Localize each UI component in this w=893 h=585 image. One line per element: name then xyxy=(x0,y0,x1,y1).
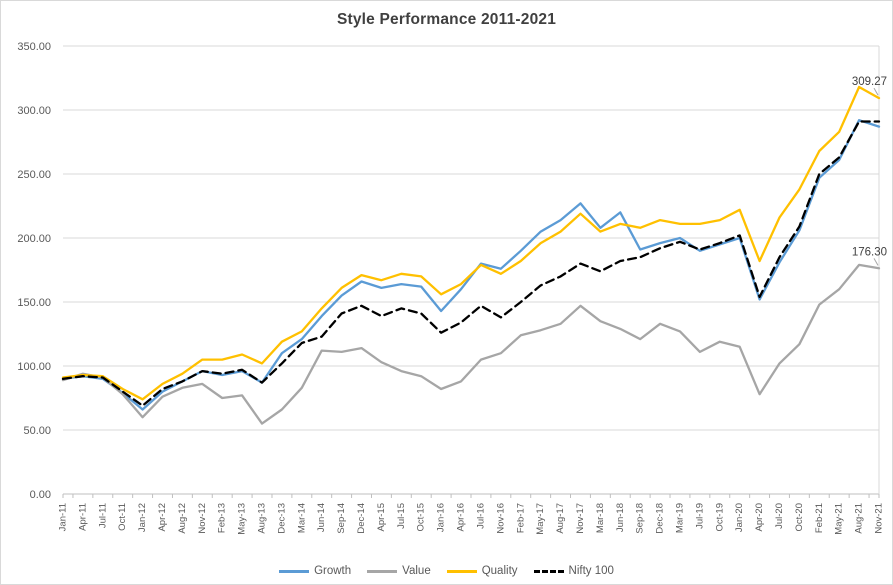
legend-item-nifty-100: Nifty 100 xyxy=(533,565,614,577)
x-axis-tick-label: Nov-12 xyxy=(197,503,208,534)
x-axis-tick-label: Jul-19 xyxy=(694,503,705,529)
legend-swatch-quality xyxy=(446,569,477,573)
x-axis-tick-label: Feb-21 xyxy=(814,503,825,533)
x-axis-tick-label: Jul-16 xyxy=(475,503,486,529)
chart-title: Style Performance 2011-2021 xyxy=(336,11,557,28)
x-axis-tick-label: Sep-18 xyxy=(635,503,646,534)
legend-item-value: Value xyxy=(367,565,431,577)
y-axis-tick-label: 100.00 xyxy=(17,361,51,373)
y-axis-tick-label: 250.00 xyxy=(17,169,51,181)
x-axis-tick-label: Mar-18 xyxy=(595,503,606,533)
x-axis-tick-label: Aug-17 xyxy=(555,503,566,534)
data-label-leader xyxy=(873,87,879,96)
legend-swatch-nifty-100 xyxy=(533,569,564,573)
x-axis-tick-label: Jun-14 xyxy=(316,503,327,532)
x-axis-tick-label: May-13 xyxy=(237,503,248,535)
x-axis-tick-label: Jan-12 xyxy=(137,503,148,532)
x-axis-tick-label: Jan-16 xyxy=(436,503,447,532)
x-axis-tick-label: Feb-17 xyxy=(515,503,526,533)
y-axis-tick-label: 50.00 xyxy=(23,425,51,437)
legend-label: Value xyxy=(402,565,431,577)
series-line-nifty-100 xyxy=(61,120,881,407)
x-axis-tick-label: Jul-20 xyxy=(774,503,785,529)
legend-label: Quality xyxy=(481,565,518,577)
legend-swatch-growth xyxy=(279,569,310,573)
x-axis-tick-label: Nov-16 xyxy=(495,503,506,534)
y-axis-tick-label: 350.00 xyxy=(17,41,51,53)
series-line-quality xyxy=(61,85,881,401)
legend-item-growth: Growth xyxy=(279,565,351,577)
x-axis-tick-label: Oct-11 xyxy=(117,503,128,531)
legend-item-quality: Quality xyxy=(446,565,518,577)
x-axis-tick-label: May-17 xyxy=(535,503,546,535)
x-axis-tick-label: Oct-19 xyxy=(714,503,725,532)
y-axis-tick-label: 300.00 xyxy=(17,105,51,117)
legend-label: Nifty 100 xyxy=(568,565,614,577)
x-axis-tick-label: Apr-20 xyxy=(754,503,765,532)
data-label-value: 176.30 xyxy=(852,246,887,258)
x-axis-tick-label: Dec-13 xyxy=(276,503,287,534)
x-axis-tick-label: Mar-14 xyxy=(296,503,307,533)
x-axis-tick-label: Oct-20 xyxy=(794,503,805,532)
x-axis-tick-label: Jun-18 xyxy=(615,503,626,532)
data-label-leader xyxy=(873,258,879,266)
x-axis-tick-label: Dec-14 xyxy=(356,503,367,534)
y-axis-tick-label: 0.00 xyxy=(30,489,51,501)
x-axis-tick-label: Oct-15 xyxy=(416,503,427,532)
x-axis-tick-label: Jan-20 xyxy=(734,503,745,532)
x-axis-tick-label: Nov-17 xyxy=(575,503,586,534)
x-axis-tick-label: Jul-15 xyxy=(396,503,407,529)
legend-label: Growth xyxy=(314,565,352,577)
x-axis-tick-label: Apr-15 xyxy=(376,503,387,532)
x-axis-tick-label: Dec-18 xyxy=(655,503,666,534)
x-axis-tick-label: Aug-13 xyxy=(257,503,268,534)
x-axis-tick-label: Apr-16 xyxy=(456,503,467,532)
x-axis-tick-label: Mar-19 xyxy=(674,503,685,533)
x-axis-tick-label: May-21 xyxy=(834,503,845,535)
x-axis-tick-label: Apr-12 xyxy=(157,503,168,532)
y-axis-tick-label: 200.00 xyxy=(17,233,51,245)
x-axis-tick-label: Jan-11 xyxy=(58,503,69,531)
x-axis-tick-label: Nov-21 xyxy=(874,503,885,534)
x-axis-tick-label: Feb-13 xyxy=(217,503,228,533)
x-axis-tick-label: Aug-12 xyxy=(177,503,188,534)
legend-swatch-value xyxy=(367,569,398,573)
series-line-value xyxy=(61,263,881,425)
x-axis-tick-label: Aug-21 xyxy=(854,503,865,534)
x-axis-tick-label: Apr-11 xyxy=(77,503,88,531)
x-axis-tick-label: Jul-11 xyxy=(97,503,108,528)
x-axis-tick-label: Sep-14 xyxy=(336,503,347,534)
y-axis-tick-label: 150.00 xyxy=(17,297,51,309)
data-label-quality: 309.27 xyxy=(852,76,887,88)
legend: Growth Value Quality Nifty 100 xyxy=(1,565,892,577)
